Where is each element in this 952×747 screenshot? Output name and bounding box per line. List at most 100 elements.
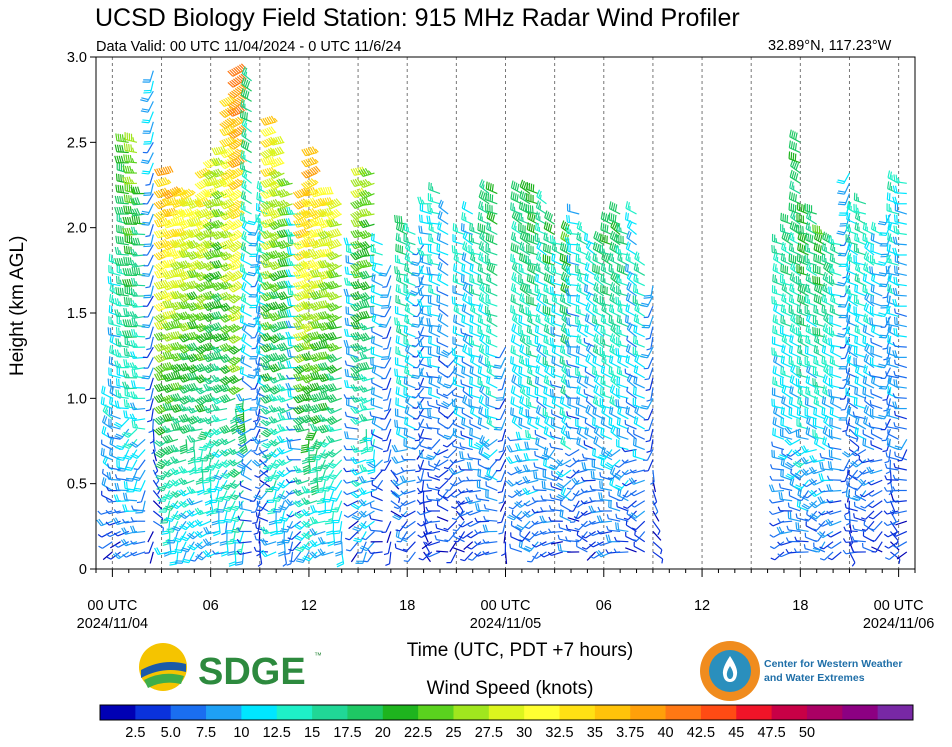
barb-flag bbox=[111, 437, 115, 446]
wind-barb bbox=[113, 418, 130, 428]
barb-flag bbox=[288, 411, 292, 419]
barb-flag bbox=[156, 547, 161, 555]
barb-flag bbox=[153, 418, 160, 425]
barb-flag bbox=[219, 540, 228, 544]
barb-flag bbox=[129, 319, 133, 327]
wind-barb bbox=[115, 133, 129, 143]
barb-flag bbox=[116, 349, 120, 357]
wind-barb bbox=[129, 438, 146, 448]
wind-barb bbox=[122, 551, 138, 558]
barb-flag bbox=[157, 394, 164, 402]
wind-barb bbox=[130, 391, 146, 400]
barb-flag bbox=[132, 300, 136, 308]
barb-flag bbox=[124, 381, 128, 389]
barb-staff bbox=[293, 551, 302, 562]
barb-flag bbox=[227, 550, 235, 554]
barb-flag bbox=[157, 252, 164, 259]
barb-flag bbox=[155, 281, 161, 289]
barb-staff bbox=[140, 490, 146, 503]
barb-flag bbox=[113, 423, 121, 428]
wind-barb bbox=[270, 469, 285, 481]
barb-flag bbox=[134, 197, 139, 205]
barb-flag bbox=[131, 441, 139, 447]
barb-flag bbox=[305, 436, 314, 439]
wind-barb bbox=[286, 411, 301, 420]
barb-flag bbox=[127, 432, 132, 435]
barb-flag bbox=[134, 302, 139, 308]
barb-flag bbox=[242, 468, 246, 476]
wind-barb bbox=[293, 423, 310, 433]
barb-flag bbox=[146, 348, 151, 351]
barb-flag bbox=[103, 386, 106, 394]
barb-flag bbox=[130, 351, 134, 359]
wind-barb bbox=[142, 193, 154, 205]
barb-flag bbox=[266, 443, 272, 446]
barb-flag bbox=[158, 219, 163, 227]
wind-barb bbox=[107, 463, 121, 471]
barb-flag bbox=[134, 186, 139, 194]
barb-flag bbox=[275, 474, 280, 477]
barb-flag bbox=[106, 471, 110, 480]
barb-flag bbox=[103, 416, 108, 424]
barb-flag bbox=[134, 394, 139, 399]
wind-barb bbox=[292, 477, 310, 485]
wind-barb bbox=[153, 177, 172, 188]
barb-staff bbox=[256, 516, 269, 522]
barb-flag bbox=[129, 311, 134, 319]
barb-flag bbox=[122, 279, 126, 287]
barb-staff bbox=[102, 551, 113, 561]
barb-flag bbox=[123, 359, 126, 367]
barb-flag bbox=[155, 304, 162, 311]
barb-flag bbox=[246, 324, 255, 328]
barb-flag bbox=[114, 474, 118, 479]
barb-flag bbox=[281, 539, 290, 542]
wind-barb bbox=[170, 268, 187, 278]
wind-barb bbox=[186, 280, 203, 290]
wind-barb bbox=[122, 504, 137, 512]
barb-flag bbox=[257, 563, 263, 567]
barb-flag bbox=[142, 170, 150, 173]
barb-staff bbox=[152, 429, 155, 442]
barb-flag bbox=[126, 268, 130, 276]
barb-flag bbox=[141, 121, 149, 124]
barb-flag bbox=[130, 226, 134, 234]
barb-flag bbox=[156, 474, 165, 479]
barb-flag bbox=[155, 451, 163, 457]
barb-flag bbox=[155, 201, 162, 209]
barb-flag bbox=[147, 419, 152, 423]
barb-flag bbox=[153, 180, 159, 187]
barb-flag bbox=[244, 184, 247, 190]
barb-flag bbox=[130, 540, 134, 545]
barb-flag bbox=[155, 344, 161, 351]
wind-barb bbox=[154, 165, 174, 177]
wind-barb bbox=[211, 311, 228, 320]
barb-flag bbox=[123, 154, 126, 162]
barb-flag bbox=[113, 509, 118, 514]
barb-flag bbox=[246, 222, 255, 226]
barb-flag bbox=[126, 165, 130, 174]
plot-gridlines bbox=[111, 57, 900, 569]
barb-flag bbox=[286, 563, 292, 566]
barb-staff bbox=[147, 305, 154, 318]
barb-flag bbox=[288, 349, 292, 357]
barb-flag bbox=[128, 195, 131, 203]
barb-flag bbox=[167, 220, 172, 225]
barb-flag bbox=[286, 360, 290, 368]
wind-barb bbox=[143, 131, 154, 145]
barb-flag bbox=[157, 263, 164, 270]
barb-flag bbox=[111, 294, 114, 303]
barb-flag bbox=[135, 321, 139, 326]
wind-barb bbox=[165, 520, 179, 533]
barb-flag bbox=[159, 200, 166, 207]
wind-barb bbox=[227, 323, 244, 333]
barb-flag bbox=[130, 277, 134, 286]
wind-barb bbox=[101, 415, 113, 430]
barb-flag bbox=[116, 144, 120, 153]
barb-flag bbox=[130, 237, 134, 246]
barb-flag bbox=[135, 229, 139, 235]
wind-barb bbox=[162, 207, 180, 218]
wind-barb bbox=[122, 370, 137, 379]
barb-flag bbox=[195, 479, 203, 483]
wind-barb bbox=[154, 448, 171, 459]
barb-flag bbox=[130, 249, 134, 257]
